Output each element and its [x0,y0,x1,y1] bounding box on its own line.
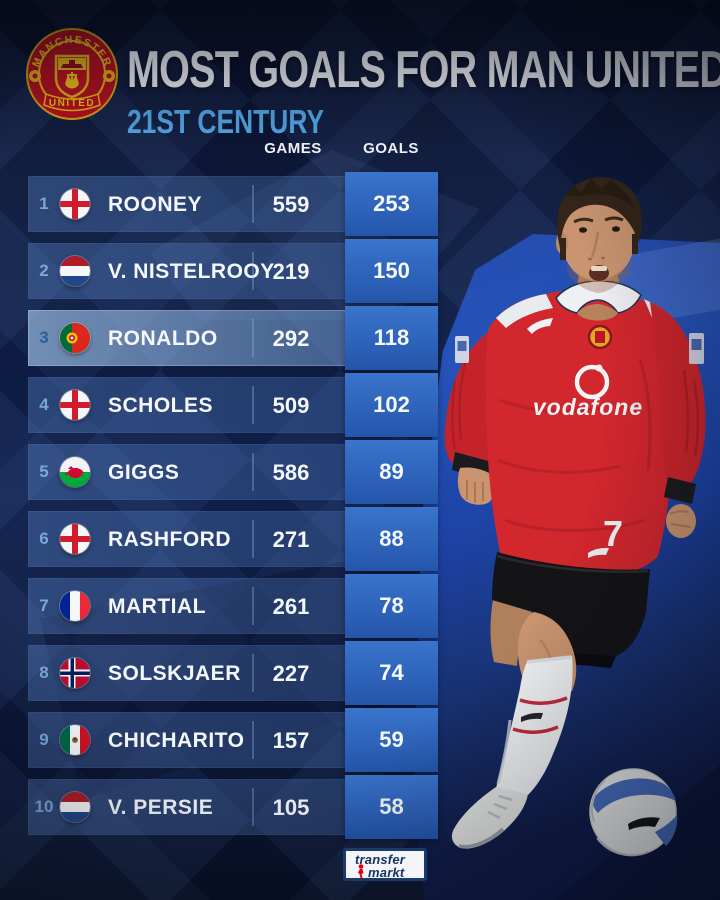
transfermarkt-logo: transfer markt [343,848,427,881]
france-flag-icon [60,591,90,621]
shorts-number: 7 [603,513,623,554]
games-value: 586 [272,460,310,485]
player-name: RASHFORD [108,528,231,551]
games-value: 509 [272,393,310,418]
player-name: SCHOLES [108,394,214,417]
player-name: V. PERSIE [108,796,214,819]
table-row: 7 MARTIAL 261 78 [28,574,438,638]
transfermarkt-logo-line2: markt [368,865,405,880]
ronaldo-player-photo: vodafone 7 [444,177,706,857]
rank-label: 6 [39,529,49,548]
table-row: 10 V. PERSIE 105 58 [28,775,438,839]
rank-label: 8 [39,663,49,682]
table-row: 5 GIGGS 586 89 [28,440,438,504]
table-row: 1 ROONEY 559 253 [28,172,438,236]
games-value: 261 [272,594,310,619]
table-row: 3 RONALDO 292 118 [28,306,438,370]
page-title: MOST GOALS FOR MAN UNITED [127,41,720,99]
games-value: 292 [272,326,310,351]
netherlands-flag-icon [60,792,90,822]
rank-label: 2 [39,261,49,280]
table-row: 9 CHICHARITO 157 59 [28,708,438,772]
rank-label: 9 [39,730,49,749]
player-name: ROONEY [108,193,203,216]
games-value: 105 [272,795,310,820]
england-flag-icon [60,189,90,219]
rank-label: 10 [34,797,54,816]
games-value: 157 [272,728,310,753]
rank-label: 7 [39,596,49,615]
netherlands-flag-icon [60,256,90,286]
norway-flag-icon [60,658,90,688]
rank-label: 3 [39,328,49,347]
player-name: MARTIAL [108,595,206,618]
shirt-sponsor-text: vodafone [533,394,643,420]
crest-bottom-text: UNITED [49,98,95,109]
england-flag-icon [60,390,90,420]
games-value: 271 [272,527,310,552]
table-row: 6 RASHFORD 271 88 [28,507,438,571]
rank-label: 5 [39,462,49,481]
transfermarkt-player-figure-icon [358,864,364,878]
rank-label: 1 [39,194,49,213]
portugal-flag-icon [60,323,90,353]
games-value: 227 [272,661,310,686]
player-name: RONALDO [108,327,218,350]
wales-flag-icon [60,457,90,487]
games-value: 559 [272,192,310,217]
mexico-flag-icon [60,725,90,755]
table-row: 8 SOLSKJAER 227 74 [28,641,438,705]
table-row: 2 V. NISTELROOY 219 150 [28,239,438,303]
transfermarkt-logo-line1: transfer [355,852,406,867]
rank-label: 4 [39,395,49,414]
page-subtitle: 21ST CENTURY [127,103,325,140]
player-name: GIGGS [108,461,180,484]
manchester-united-crest-icon: MANCHESTER UNITED [26,28,118,120]
games-value: 219 [272,259,310,284]
england-flag-icon [60,524,90,554]
table-row: 4 SCHOLES 509 102 [28,373,438,437]
